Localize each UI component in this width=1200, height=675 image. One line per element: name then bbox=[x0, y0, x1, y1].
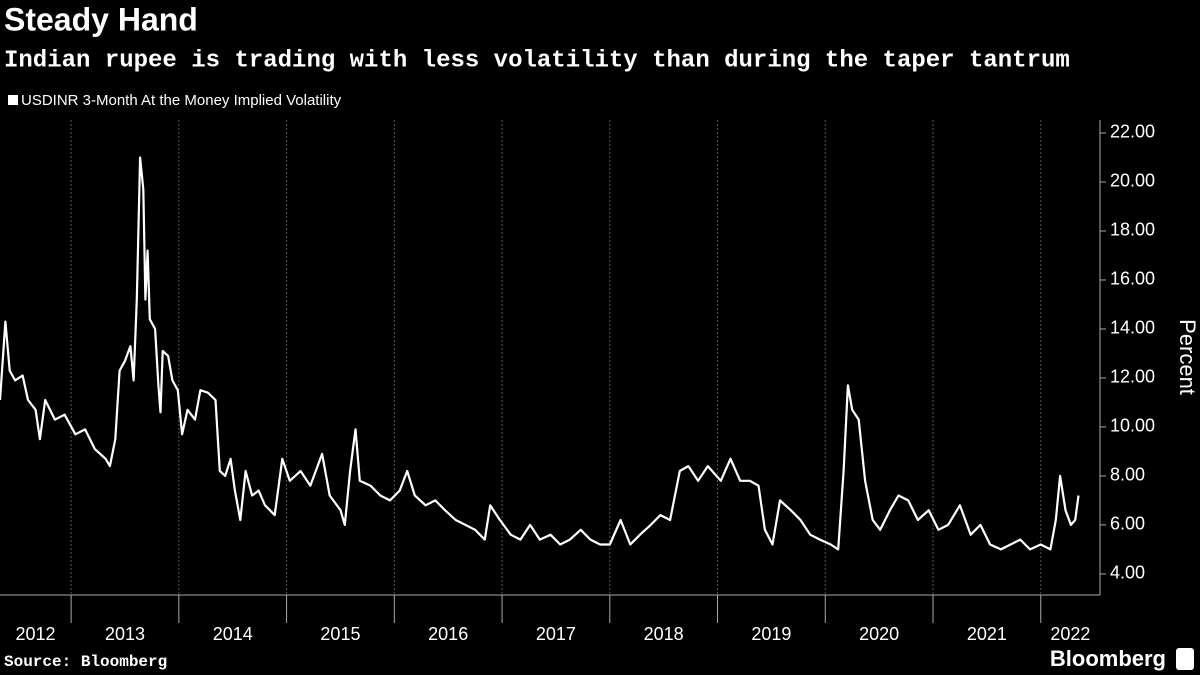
series-line bbox=[0, 156, 1080, 551]
chart-subtitle: Indian rupee is trading with less volati… bbox=[4, 47, 1070, 74]
x-tick-label: 2012 bbox=[16, 624, 56, 644]
y-tick-label: 16.00 bbox=[1110, 269, 1155, 289]
y-tick-label: 12.00 bbox=[1110, 367, 1155, 387]
y-tick-label: 6.00 bbox=[1110, 514, 1145, 534]
x-tick-label: 2015 bbox=[320, 624, 360, 644]
x-tick-label: 2016 bbox=[428, 624, 468, 644]
legend-label: USDINR 3-Month At the Money Implied Vola… bbox=[21, 92, 342, 109]
y-tick-label: 4.00 bbox=[1110, 563, 1145, 583]
x-tick-label: 2017 bbox=[536, 624, 576, 644]
x-tick-label: 2021 bbox=[967, 624, 1007, 644]
legend-swatch bbox=[8, 95, 18, 105]
x-tick-label: 2019 bbox=[751, 624, 791, 644]
y-tick-label: 8.00 bbox=[1110, 465, 1145, 485]
y-tick-label: 18.00 bbox=[1110, 220, 1155, 240]
y-tick-label: 20.00 bbox=[1110, 171, 1155, 191]
x-tick-label: 2014 bbox=[213, 624, 253, 644]
y-tick-label: 22.00 bbox=[1110, 122, 1155, 142]
x-tick-label: 2022 bbox=[1050, 624, 1090, 644]
x-tick-label: 2013 bbox=[105, 624, 145, 644]
brand-icon bbox=[1176, 648, 1194, 670]
x-tick-label: 2018 bbox=[644, 624, 684, 644]
y-tick-label: 14.00 bbox=[1110, 318, 1155, 338]
y-axis-label: Percent bbox=[1175, 319, 1200, 395]
chart-title: Steady Hand bbox=[4, 1, 198, 37]
brand-logo: Bloomberg bbox=[1050, 646, 1166, 671]
source: Source: Bloomberg bbox=[4, 653, 167, 671]
x-tick-label: 2020 bbox=[859, 624, 899, 644]
y-tick-label: 10.00 bbox=[1110, 416, 1155, 436]
